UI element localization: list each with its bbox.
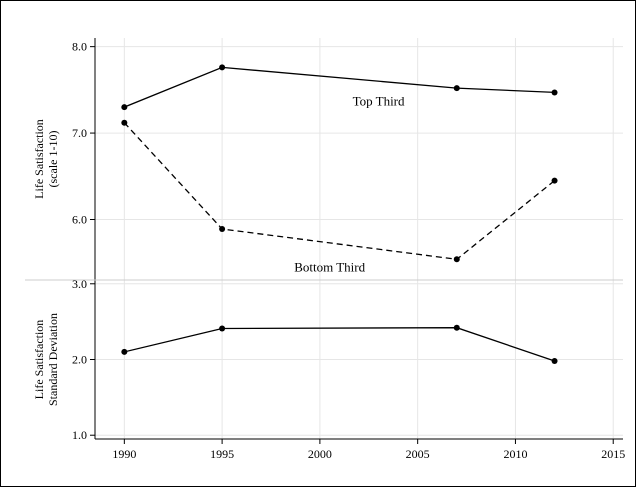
series-line-bottom-third xyxy=(123,122,556,260)
y-tick-label: 2.0 xyxy=(72,353,87,367)
y-tick-label: 3.0 xyxy=(72,277,87,291)
series-annotation: Top Third xyxy=(353,93,405,108)
series-line-bottom xyxy=(124,327,555,362)
data-point xyxy=(551,358,558,365)
y-axis-title-line: (scale 1-10) xyxy=(46,131,60,188)
x-tick-label: 1990 xyxy=(112,447,136,461)
data-point xyxy=(551,89,558,96)
panel-top: 6.0 7.0 8.0 Life Satisfaction (scale 1-10) To… xyxy=(32,38,623,280)
series-annotation: Bottom Third xyxy=(294,259,365,274)
panel-bottom: 1.0 2.0 3.0 Life Satisfaction Standard Devia… xyxy=(32,277,623,442)
data-point xyxy=(219,226,226,233)
data-point xyxy=(121,119,128,126)
data-point xyxy=(453,324,460,331)
y-axis-title-line: Life Satisfaction xyxy=(32,119,46,199)
y-tick-label: 1.0 xyxy=(72,428,87,442)
x-tick-label: 2000 xyxy=(308,447,332,461)
data-point xyxy=(121,104,128,111)
data-point xyxy=(121,348,128,355)
x-tick-label: 2010 xyxy=(503,447,527,461)
y-axis-title-line: Standard Deviation xyxy=(46,313,60,406)
data-point xyxy=(453,85,460,92)
y-axis-title-line: Life Satisfaction xyxy=(32,320,46,400)
data-point xyxy=(551,177,558,184)
y-tick-label: 8.0 xyxy=(72,40,87,54)
data-point xyxy=(453,256,460,263)
data-point xyxy=(219,325,226,332)
data-point xyxy=(219,64,226,71)
x-tick-label: 2005 xyxy=(406,447,430,461)
y-tick-label: 7.0 xyxy=(72,126,87,140)
y-tick-label: 6.0 xyxy=(72,213,87,227)
x-tick-label: 2015 xyxy=(601,447,625,461)
series-line-top-third xyxy=(124,66,555,108)
x-tick-label: 1995 xyxy=(210,447,234,461)
